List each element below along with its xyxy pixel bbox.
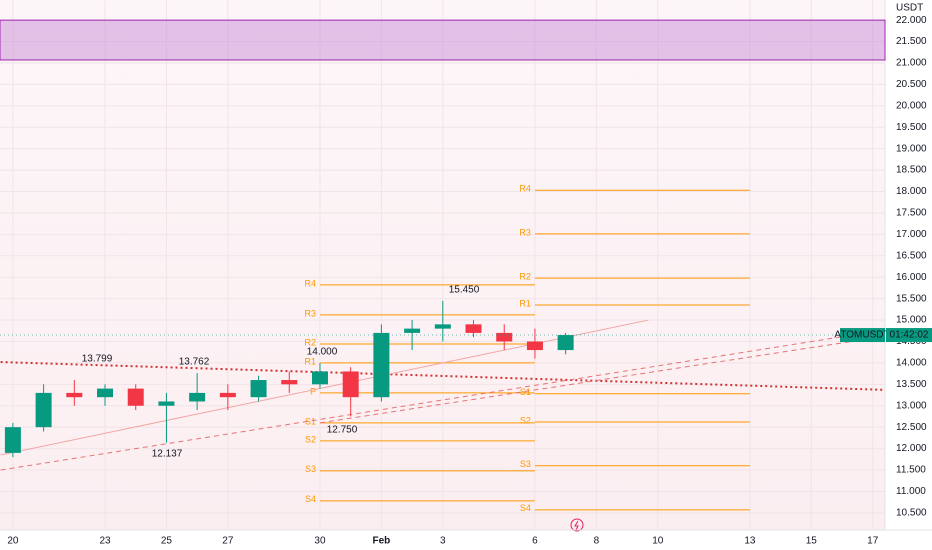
y-tick-label: 20.000 [896, 100, 927, 111]
pivot-label: S4 [520, 503, 531, 513]
x-tick-label: 3 [440, 536, 446, 547]
pivot-label: S3 [305, 464, 316, 474]
y-tick-label: 21.500 [896, 36, 927, 47]
pivot-label: R3 [519, 227, 531, 237]
y-tick-label: 14.000 [896, 358, 927, 369]
pivot-label: S1 [305, 416, 316, 426]
x-tick-label: 13 [744, 536, 756, 547]
annotation: 12.750 [327, 425, 358, 436]
candle-body [219, 392, 236, 398]
pivot-label: R2 [304, 337, 316, 347]
pivot-label: S1 [520, 387, 531, 397]
x-tick-label: 25 [161, 536, 173, 547]
pivot-label: R4 [304, 278, 316, 288]
pivot-label: R3 [304, 308, 316, 318]
pivot-label: S3 [520, 459, 531, 469]
countdown-tag [886, 328, 932, 343]
symbol-tag [840, 328, 885, 343]
x-tick-label: 20 [7, 536, 19, 547]
y-tick-label: 13.000 [896, 400, 927, 411]
zone [0, 19, 886, 61]
annotation: 15.450 [449, 285, 480, 296]
annotation: 14.000 [307, 347, 338, 358]
y-tick-label: 16.500 [896, 250, 927, 261]
x-tick-label: 10 [652, 536, 664, 547]
y-tick-label: 19.500 [896, 122, 927, 133]
candle-body [373, 332, 390, 398]
candle-body [281, 380, 298, 385]
pivot-label: S2 [520, 415, 531, 425]
y-tick-label: 11.000 [896, 486, 926, 497]
symbol-label: ATOMUSDT [834, 330, 889, 341]
candle-body [526, 341, 543, 351]
candle-body [97, 388, 114, 398]
annotation: 13.762 [179, 357, 210, 368]
pivot-label: R4 [519, 184, 531, 194]
candle-body [434, 324, 451, 329]
candle-body [342, 371, 359, 398]
y-tick-label: 18.500 [896, 165, 927, 176]
pivot-label: S2 [305, 434, 316, 444]
y-tick-label: 15.000 [896, 315, 927, 326]
candle-body [4, 427, 21, 453]
y-tick-label: 20.500 [896, 79, 927, 90]
x-tick-label: 8 [594, 536, 600, 547]
y-tick-label: 10.500 [896, 508, 927, 519]
candle-body [127, 388, 144, 406]
candle-body [158, 401, 175, 406]
y-axis-title: USDT [896, 3, 923, 14]
lightning-bolt [574, 520, 579, 531]
y-tick-label: 12.500 [896, 422, 927, 433]
candle-body [404, 328, 421, 333]
candle-body [465, 324, 482, 333]
pivot-label: R1 [304, 356, 316, 366]
annotation: 13.799 [82, 354, 113, 365]
y-tick-label: 18.000 [896, 186, 927, 197]
candle-body [557, 335, 574, 351]
candle-body [189, 392, 206, 402]
y-tick-label: 22.000 [896, 15, 927, 26]
candle-body [311, 371, 328, 385]
countdown-label: 01:42:02 [890, 330, 929, 341]
y-tick-label: 21.000 [896, 58, 927, 69]
candle-body [496, 332, 513, 342]
pivot-label: P [310, 386, 316, 396]
lightning-icon[interactable] [570, 518, 584, 532]
pivot-label: R2 [519, 271, 531, 281]
candle-body [250, 380, 267, 398]
pivot-label: R1 [519, 298, 531, 308]
x-tick-label: 30 [314, 536, 326, 547]
y-tick-label: 13.500 [896, 379, 927, 390]
y-tick-label: 17.000 [896, 229, 927, 240]
candle-body [66, 392, 83, 398]
x-tick-label: 17 [867, 536, 879, 547]
candle-body [35, 392, 52, 428]
y-tick-label: 16.000 [896, 272, 927, 283]
y-tick-label: 19.000 [896, 143, 927, 154]
pivot-label: S4 [305, 494, 316, 504]
y-tick-label: 11.500 [896, 465, 926, 476]
x-tick-label: 6 [532, 536, 538, 547]
x-tick-label: 27 [222, 536, 234, 547]
y-tick-label: 17.500 [896, 208, 927, 219]
x-tick-label: 23 [99, 536, 111, 547]
x-tick-label: 15 [806, 536, 818, 547]
annotation: 12.137 [152, 449, 183, 460]
y-tick-label: 12.000 [896, 443, 927, 454]
y-tick-label: 15.500 [896, 293, 927, 304]
x-tick-label: Feb [373, 536, 391, 547]
